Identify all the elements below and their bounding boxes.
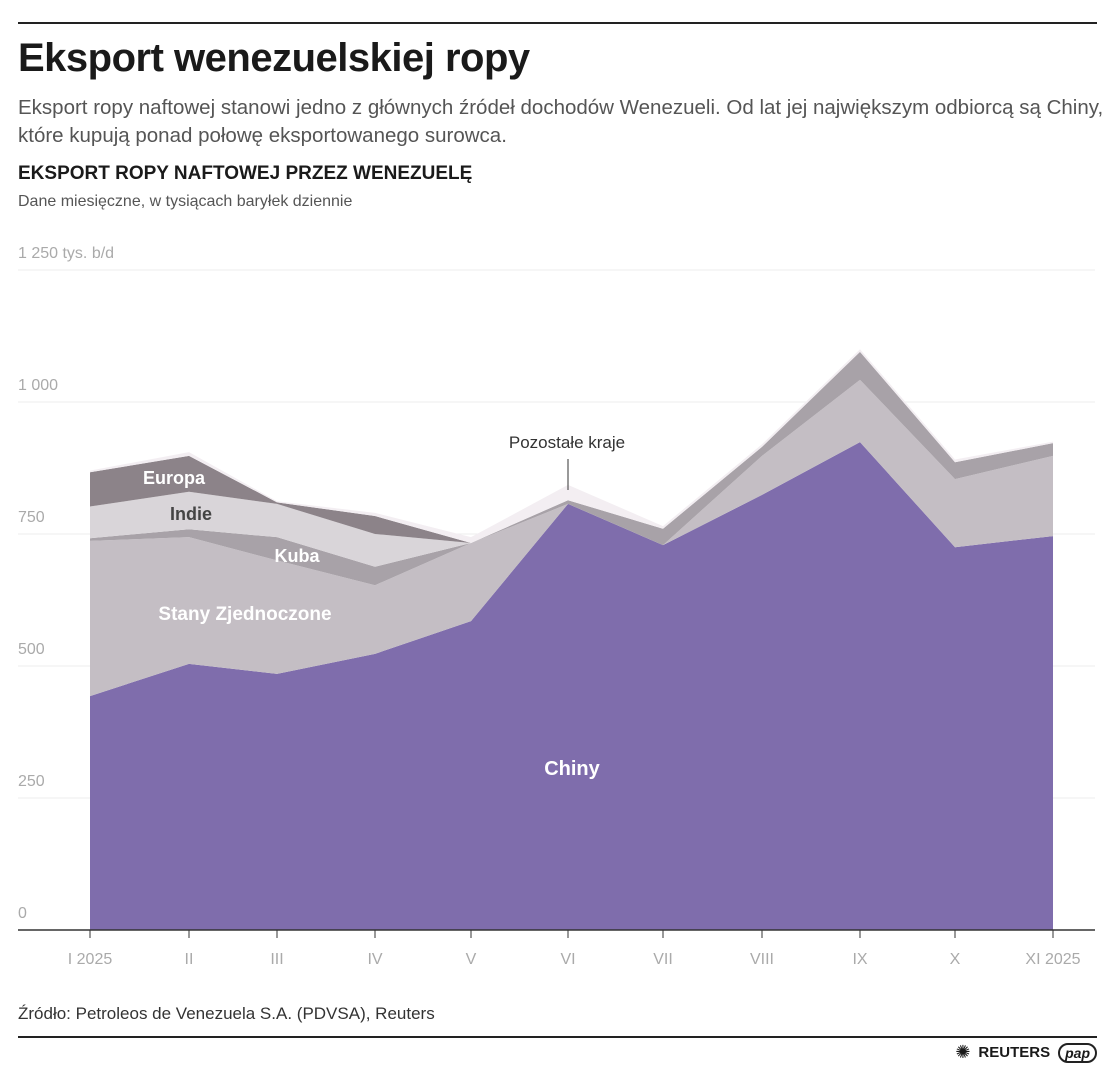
chart-subtitle: Dane miesięczne, w tysiącach baryłek dzi… [18, 193, 353, 210]
x-tick-label: IX [852, 951, 867, 968]
area-stany-zjednoczone [90, 379, 1053, 697]
bottom-rule [18, 1036, 1097, 1038]
x-tick-label: XI 2025 [1025, 951, 1080, 968]
x-tick-label: X [950, 951, 961, 968]
series-label: Stany Zjednoczone [158, 604, 331, 625]
area-pozostałe-kraje [90, 349, 1053, 543]
series-label-annotation: Pozostałe kraje [509, 433, 625, 452]
y-tick-label: 1 250 tys. b/d [18, 245, 114, 262]
x-tick-label: II [185, 951, 194, 968]
reuters-logo-icon: ✺ [955, 1042, 971, 1062]
series-label: Indie [170, 504, 212, 524]
y-tick-label: 1 000 [18, 377, 58, 394]
top-rule [18, 22, 1097, 24]
pap-logo: pap [1058, 1042, 1097, 1063]
area-chiny [90, 442, 1053, 930]
series-label: Europa [143, 468, 206, 488]
page-subtitle: Eksport ropy naftowej stanowi jedno z gł… [18, 96, 1104, 147]
y-tick-label: 750 [18, 509, 45, 526]
x-tick-label: I 2025 [68, 951, 113, 968]
area-kuba [90, 351, 1053, 586]
series-label: Chiny [544, 758, 600, 780]
x-tick-label: III [270, 951, 283, 968]
x-tick-label: V [466, 951, 477, 968]
y-tick-label: 0 [18, 905, 27, 922]
chart-title: EKSPORT ROPY NAFTOWEJ PRZEZ WENEZUELĘ [18, 163, 473, 184]
reuters-logo: REUTERS [978, 1044, 1051, 1061]
series-label: Kuba [275, 546, 321, 566]
page-title: Eksport wenezuelskiej ropy [18, 36, 530, 80]
logos: ✺ REUTERS pap [955, 1042, 1097, 1063]
x-tick-label: VIII [750, 951, 774, 968]
x-tick-label: VII [653, 951, 673, 968]
y-tick-label: 250 [18, 773, 45, 790]
source-note: Źródło: Petroleos de Venezuela S.A. (PDV… [18, 1004, 435, 1023]
y-tick-label: 500 [18, 641, 45, 658]
x-tick-label: IV [367, 951, 382, 968]
x-tick-label: VI [560, 951, 575, 968]
